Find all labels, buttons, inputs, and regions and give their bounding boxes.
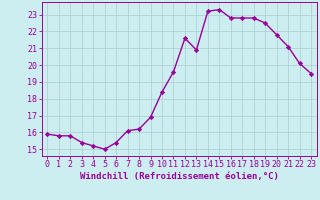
X-axis label: Windchill (Refroidissement éolien,°C): Windchill (Refroidissement éolien,°C) [80,172,279,181]
